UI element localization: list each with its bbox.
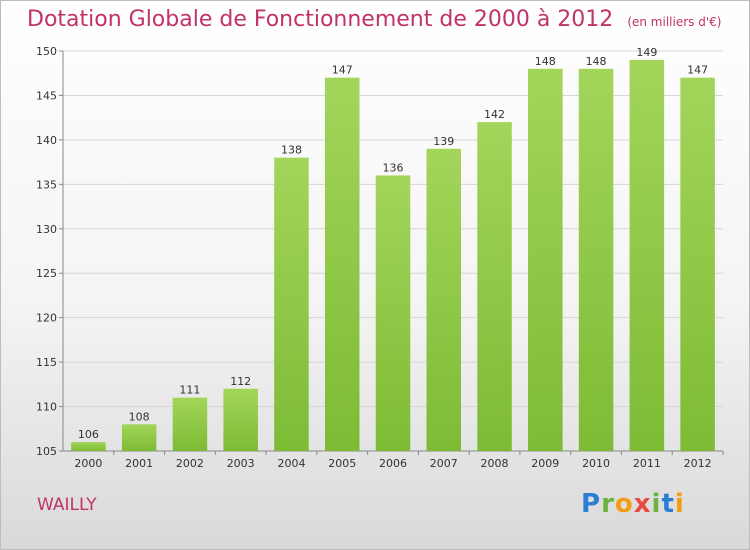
logo-letter: t bbox=[661, 489, 675, 519]
chart-subtitle: (en milliers d'€) bbox=[627, 15, 722, 29]
proxiti-logo: Proxiti bbox=[581, 489, 685, 519]
x-tick-label: 2004 bbox=[277, 457, 305, 470]
y-tick-label: 105 bbox=[36, 445, 57, 458]
y-tick-label: 120 bbox=[36, 312, 57, 325]
data-label: 139 bbox=[433, 135, 454, 148]
bar bbox=[274, 157, 309, 451]
x-tick-label: 2001 bbox=[125, 457, 153, 470]
logo-letter: r bbox=[601, 489, 615, 519]
location-name: WAILLY bbox=[37, 495, 97, 515]
y-tick-label: 115 bbox=[36, 356, 57, 369]
y-tick-label: 135 bbox=[36, 178, 57, 191]
data-label: 138 bbox=[281, 144, 302, 157]
bar bbox=[680, 77, 715, 452]
y-tick-label: 130 bbox=[36, 223, 57, 236]
y-tick-label: 145 bbox=[36, 89, 57, 102]
chart-title: Dotation Globale de Fonctionnement de 20… bbox=[27, 7, 721, 32]
data-label: 108 bbox=[129, 410, 150, 423]
x-tick-label: 2005 bbox=[328, 457, 356, 470]
data-label: 147 bbox=[332, 64, 353, 77]
data-label: 147 bbox=[687, 64, 708, 77]
y-tick-label: 125 bbox=[36, 267, 57, 280]
bar bbox=[629, 59, 665, 452]
data-label: 112 bbox=[230, 375, 251, 388]
bar-chart: 105 110 115 120 125 130 135 140 145 150 106 2000 108… bbox=[36, 45, 724, 470]
data-label: 142 bbox=[484, 108, 505, 121]
x-tick-label: 2011 bbox=[633, 457, 661, 470]
x-tick-label: 2002 bbox=[176, 457, 204, 470]
x-tick-label: 2009 bbox=[531, 457, 559, 470]
y-tick-label: 140 bbox=[36, 134, 57, 147]
x-tick-label: 2003 bbox=[227, 457, 255, 470]
logo-letter: x bbox=[633, 489, 652, 519]
x-tick-label: 2010 bbox=[582, 457, 610, 470]
data-label: 148 bbox=[586, 55, 607, 68]
logo-letter: i bbox=[651, 489, 662, 519]
data-label: 106 bbox=[78, 428, 99, 441]
data-label: 149 bbox=[636, 46, 657, 59]
logo-letter: i bbox=[674, 489, 685, 519]
y-tick-label: 150 bbox=[36, 45, 57, 58]
data-label: 136 bbox=[383, 161, 404, 174]
logo-letter: o bbox=[614, 489, 634, 519]
y-tick-label: 110 bbox=[36, 401, 57, 414]
bar bbox=[223, 388, 258, 451]
labels: 105 110 115 120 125 130 135 140 145 150 106 2000 108… bbox=[36, 45, 712, 470]
x-tick-label: 2006 bbox=[379, 457, 407, 470]
x-tick-label: 2012 bbox=[684, 457, 712, 470]
bar bbox=[375, 175, 411, 451]
bar bbox=[528, 68, 563, 452]
x-tick-label: 2007 bbox=[430, 457, 458, 470]
logo-letter: P bbox=[581, 489, 602, 519]
chart-title-text: Dotation Globale de Fonctionnement de 20… bbox=[27, 7, 614, 32]
x-tick-label: 2008 bbox=[481, 457, 509, 470]
x-tick-label: 2000 bbox=[74, 457, 102, 470]
bar bbox=[477, 122, 512, 451]
data-label: 111 bbox=[179, 384, 200, 397]
bar bbox=[172, 397, 208, 451]
bar bbox=[121, 424, 157, 451]
bar bbox=[324, 77, 360, 452]
data-label: 148 bbox=[535, 55, 556, 68]
bars bbox=[71, 59, 715, 452]
bar bbox=[578, 68, 614, 452]
bar bbox=[71, 442, 106, 451]
bar bbox=[426, 148, 462, 451]
